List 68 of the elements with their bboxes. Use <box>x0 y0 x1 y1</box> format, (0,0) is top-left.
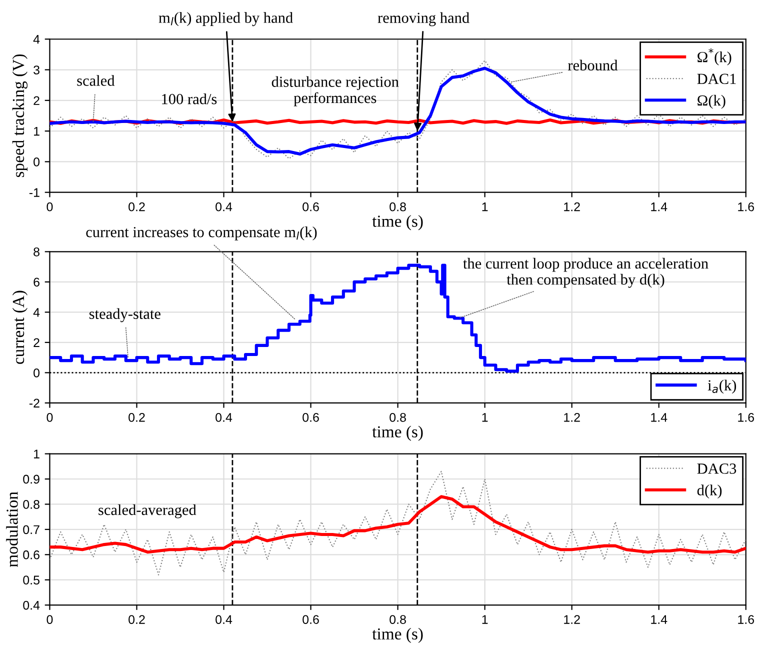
x-axis-title: time (s) <box>372 426 423 441</box>
x-tick-label: 1.2 <box>564 615 580 624</box>
x-tick-label: 1.6 <box>738 202 754 212</box>
y-tick-label: 1 <box>34 450 40 458</box>
x-tick-label: 1 <box>482 615 488 624</box>
y-tick-label: 4 <box>33 308 40 317</box>
annotation: rebound <box>568 60 618 71</box>
x-tick-label: 0.6 <box>302 615 319 624</box>
x-tick-label: 0.6 <box>302 412 319 422</box>
x-tick-label: 0 <box>46 202 53 212</box>
x-axis-title: time (s) <box>372 628 423 643</box>
x-tick-label: 0.4 <box>216 412 232 422</box>
y-tick-label: 1 <box>34 126 40 136</box>
y-axis-title: speed tracking (V) <box>12 54 28 178</box>
y-tick-label: 4 <box>33 35 40 44</box>
y-tick-label: 3 <box>34 66 40 74</box>
y-tick-label: -2 <box>29 398 40 408</box>
legend-label: Ω(k) <box>698 94 726 109</box>
annotation: m$_{l}$(k) applied by hand <box>158 12 293 26</box>
x-tick-label: 0.8 <box>390 202 406 212</box>
x-tick-label: 1.6 <box>738 615 754 624</box>
legend-label: DAC1 <box>697 74 736 84</box>
x-tick-label: 1.2 <box>564 412 580 422</box>
x-tick-label: 1.4 <box>651 202 668 212</box>
x-tick-label: 1.6 <box>738 412 754 422</box>
y-tick-label: 0 <box>34 368 40 378</box>
y-tick-label: 0.4 <box>23 600 40 610</box>
annotation: 100 rad/s <box>162 93 217 104</box>
y-tick-label: 6 <box>34 278 40 287</box>
y-axis-title: modulation <box>6 492 18 568</box>
y-tick-label: 2 <box>34 96 40 105</box>
x-tick-label: 0.4 <box>216 202 232 212</box>
x-tick-label: 0 <box>46 412 53 422</box>
legend-label: DAC3 <box>697 464 736 474</box>
x-tick-label: 0.4 <box>216 615 232 624</box>
x-tick-label: 0.8 <box>390 412 406 422</box>
x-axis-title: time (s) <box>372 215 423 230</box>
x-tick-label: 0.8 <box>390 615 406 624</box>
legend-label: i$_{a}$(k) <box>708 380 736 394</box>
x-tick-label: 1.2 <box>564 202 580 212</box>
y-tick-label: 0.7 <box>23 525 40 534</box>
legend-label: Ω$^{*}$(k) <box>698 48 732 66</box>
annotation: current increases to compensate m$_{l}$(k) <box>86 226 317 240</box>
x-tick-label: 0.2 <box>128 412 145 422</box>
annotation: the current loop produce an acceleration then compensated by d(k) <box>463 258 708 288</box>
y-tick-label: 0 <box>34 157 40 166</box>
x-tick-label: 1.4 <box>651 615 668 624</box>
y-tick-label: 0.8 <box>23 500 40 509</box>
legend-label: d(k) <box>697 484 722 498</box>
annotation: disturbance rejection performances <box>272 76 399 106</box>
x-tick-label: 0.2 <box>128 202 145 212</box>
x-tick-label: 1 <box>482 202 488 212</box>
annotation: removing hand <box>378 12 470 26</box>
y-tick-label: 0.9 <box>23 474 40 484</box>
y-tick-label: 0.6 <box>23 550 40 560</box>
y-axis-title: current (A) <box>12 290 28 364</box>
x-tick-label: 0.6 <box>302 202 319 212</box>
annotation: steady-state <box>89 308 160 322</box>
y-tick-label: -1 <box>29 188 40 197</box>
x-tick-label: 1 <box>482 413 488 422</box>
y-tick-label: 2 <box>34 338 40 347</box>
x-tick-label: 1.4 <box>651 413 668 422</box>
x-tick-label: 0 <box>46 615 53 624</box>
annotation: scaled-averaged <box>98 504 196 518</box>
y-tick-label: 8 <box>34 247 40 256</box>
x-tick-label: 0.2 <box>128 615 145 624</box>
annotation: scaled <box>77 75 115 86</box>
y-tick-label: 0.5 <box>23 576 40 584</box>
